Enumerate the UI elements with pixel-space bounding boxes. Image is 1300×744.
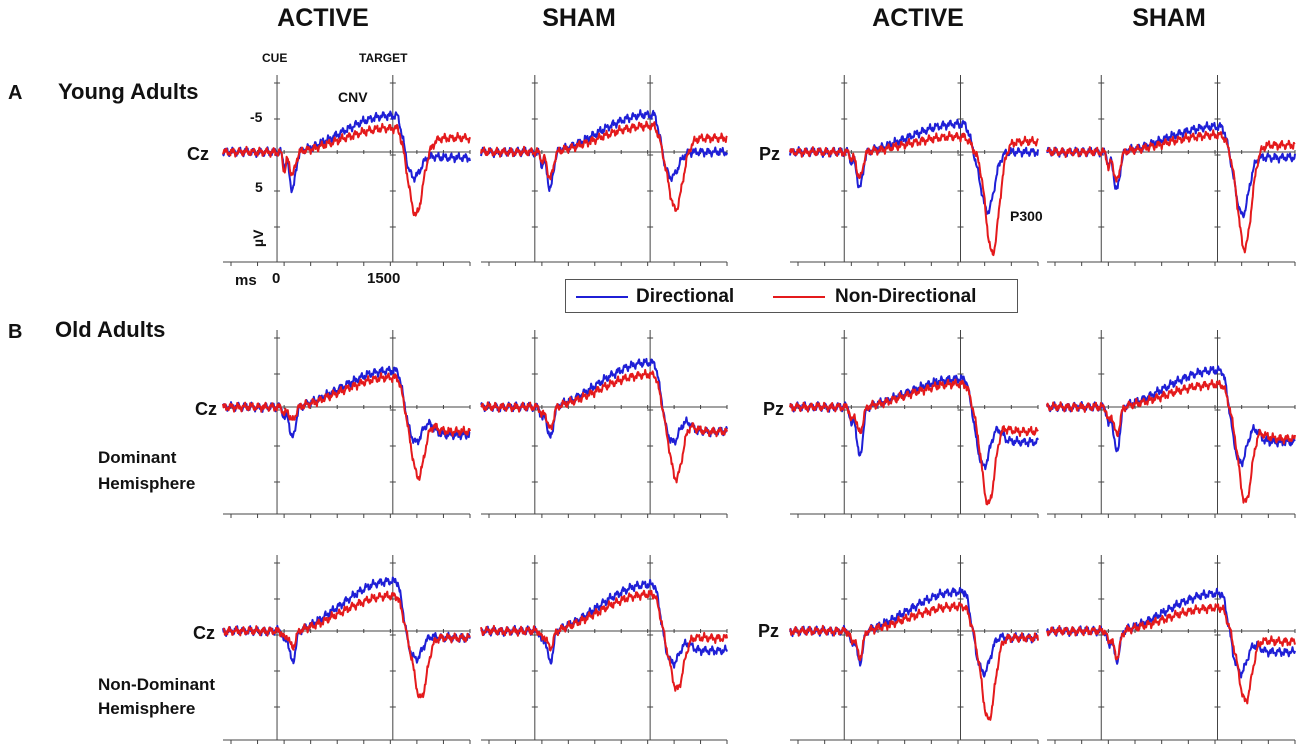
series-line-nondirectional <box>1046 129 1296 254</box>
series-line-nondirectional <box>222 122 471 217</box>
panel-B-dom-Pz-active <box>789 330 1039 518</box>
series-line-directional <box>222 576 471 665</box>
column-title-2: SHAM <box>542 4 616 32</box>
panel-B-dom-Pz-sham <box>1046 330 1296 518</box>
panel-B-non-Cz-active <box>222 555 471 744</box>
panel-A-Pz-active <box>789 75 1039 266</box>
panel-B-dom-Cz-active <box>222 330 471 518</box>
series-line-nondirectional <box>480 120 728 212</box>
series-line-nondirectional <box>789 378 1039 506</box>
panels-group <box>222 75 1296 744</box>
p300-annotation: P300 <box>1010 208 1043 224</box>
series-line-nondirectional <box>222 590 471 699</box>
section-b-title: Old Adults <box>55 317 165 342</box>
panel-B-non-Pz-active <box>789 555 1039 744</box>
panel-B-dom-Cz-sham <box>480 330 728 518</box>
section-a-title: Young Adults <box>58 79 199 104</box>
series-line-nondirectional <box>1046 379 1296 504</box>
series-line-nondirectional <box>480 368 728 484</box>
cue-annotation: CUE <box>262 51 287 65</box>
panel-A-Cz-sham <box>480 75 728 266</box>
electrode-label-bnon-pz: Pz <box>758 621 779 641</box>
series-line-nondirectional <box>789 130 1039 257</box>
y-unit-label: µV <box>250 229 266 247</box>
legend-swatch-nondirectional <box>773 296 825 298</box>
series-line-nondirectional <box>222 372 471 481</box>
panel-A-Cz-active <box>222 75 471 266</box>
legend: Directional Non-Directional <box>565 279 1018 313</box>
legend-swatch-directional <box>576 296 628 298</box>
electrode-label-a-pz: Pz <box>759 144 780 164</box>
panel-A-Pz-sham <box>1046 75 1296 266</box>
x-tick-1500-label: 1500 <box>367 270 400 287</box>
panel-B-non-Pz-sham <box>1046 555 1296 744</box>
electrode-label-bdom-pz: Pz <box>763 399 784 419</box>
electrode-label-bdom-cz: Cz <box>195 399 217 419</box>
legend-label-directional: Directional <box>636 286 735 307</box>
cnv-annotation: CNV <box>338 89 368 105</box>
section-a-letter: A <box>8 82 22 104</box>
series-line-nondirectional <box>480 589 728 692</box>
legend-label-nondirectional: Non-Directional <box>835 286 977 307</box>
x-tick-0-label: 0 <box>272 270 280 287</box>
series-line-nondirectional <box>789 601 1039 721</box>
series-line-nondirectional <box>1046 603 1296 705</box>
electrode-label-a-cz: Cz <box>187 144 209 164</box>
series-line-directional <box>480 578 728 669</box>
panel-B-non-Cz-sham <box>480 555 728 744</box>
row-label-dominant-2: Hemisphere <box>98 474 195 493</box>
row-label-dominant-1: Dominant <box>98 448 177 467</box>
row-label-nondominant-1: Non-Dominant <box>98 675 215 694</box>
y-tick-pos-label: 5 <box>255 179 263 195</box>
electrode-label-bnon-cz: Cz <box>193 623 215 643</box>
series-line-directional <box>789 374 1039 471</box>
series-line-directional <box>1046 365 1296 468</box>
column-title-3: ACTIVE <box>872 4 964 32</box>
y-tick-neg-label: -5 <box>250 109 263 125</box>
series-line-directional <box>1046 121 1296 219</box>
x-unit-label: ms <box>235 272 257 289</box>
section-b-letter: B <box>8 321 22 343</box>
row-label-nondominant-2: Hemisphere <box>98 699 195 718</box>
target-annotation: TARGET <box>359 51 408 65</box>
column-title-1: ACTIVE <box>277 4 369 32</box>
column-title-4: SHAM <box>1132 4 1206 32</box>
